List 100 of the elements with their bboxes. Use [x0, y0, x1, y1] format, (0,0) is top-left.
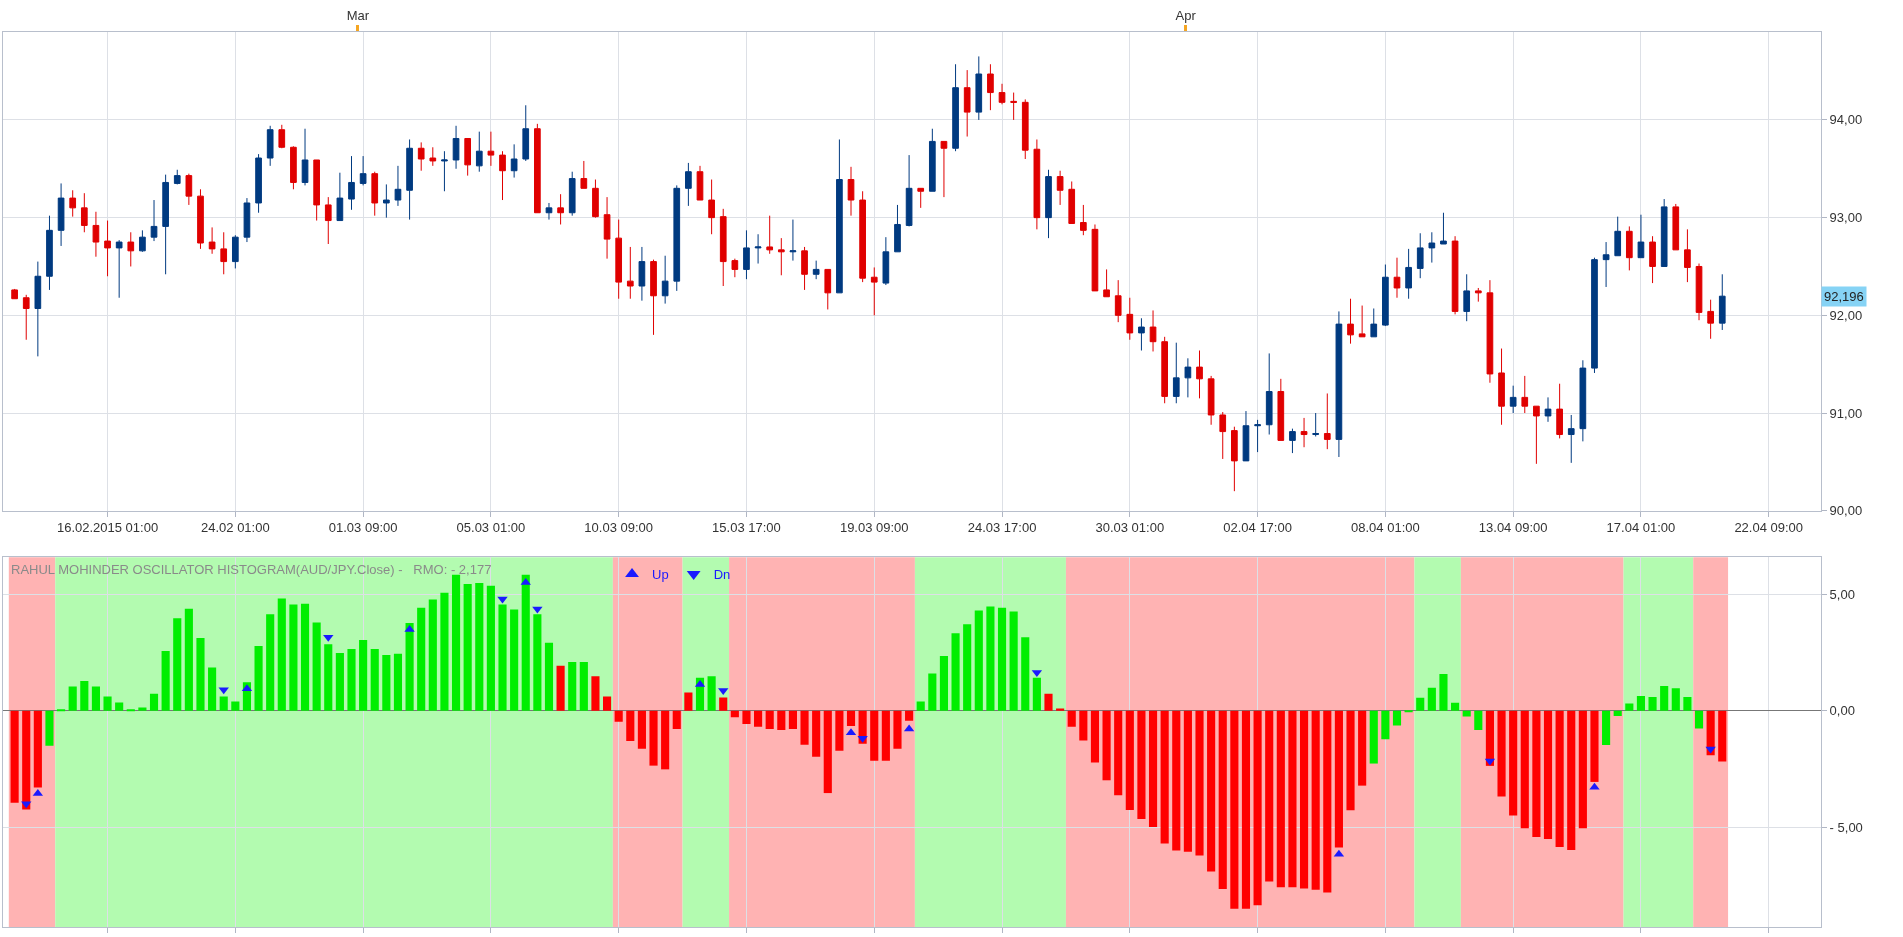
bar: [184, 608, 193, 711]
x-tick-label: 15.03 17:00: [712, 520, 781, 536]
candlestick: [104, 220, 111, 277]
candlestick: [545, 202, 553, 221]
bar: [1369, 710, 1378, 764]
candlestick: [1010, 92, 1017, 121]
candlestick: [1242, 410, 1250, 462]
bar: [1439, 674, 1448, 711]
candlestick: [661, 255, 669, 305]
bar: [1207, 710, 1216, 872]
bar: [1520, 710, 1529, 829]
candlestick: [638, 246, 646, 302]
bar: [928, 673, 937, 711]
candlestick: [499, 150, 506, 201]
bar: [1451, 702, 1460, 711]
bar: [1590, 710, 1599, 782]
candlestick: [313, 159, 320, 222]
bar: [312, 622, 321, 711]
candlestick: [1068, 180, 1076, 224]
candlestick: [789, 219, 797, 262]
candlestick: [57, 182, 65, 247]
bar: [486, 585, 495, 711]
bar: [335, 653, 344, 711]
candlestick: [348, 155, 355, 211]
candlestick: [1625, 225, 1633, 271]
candlestick: [580, 160, 588, 189]
bar: [1427, 687, 1436, 711]
x-tick-label: 17.04 01:00: [1606, 520, 1676, 536]
candlestick: [1672, 203, 1680, 251]
bar: [1090, 710, 1100, 763]
bar: [1694, 710, 1704, 729]
bar: [591, 676, 600, 711]
bar: [521, 574, 530, 711]
bar: [1032, 677, 1041, 711]
bar: [777, 710, 786, 731]
candlestick: [1370, 307, 1378, 338]
bar: [1148, 710, 1158, 828]
bar: [277, 598, 286, 711]
candlestick: [766, 215, 774, 255]
bar: [1509, 710, 1518, 816]
bar: [533, 614, 542, 711]
candlestick: [1707, 299, 1714, 340]
candlestick: [1614, 216, 1622, 257]
candlestick: [522, 104, 530, 162]
bar: [1555, 710, 1564, 848]
bar: [1114, 710, 1123, 796]
bar: [1404, 710, 1413, 713]
bar: [231, 701, 240, 711]
candlestick: [1219, 411, 1227, 460]
candlestick: [231, 234, 239, 269]
bar: [1567, 710, 1576, 851]
bar: [498, 604, 507, 711]
bar: [1009, 611, 1018, 711]
bar: [1497, 710, 1506, 797]
bar: [1358, 710, 1367, 786]
bar: [393, 653, 403, 711]
bar: [1056, 708, 1065, 711]
bar: [1276, 710, 1285, 888]
candlestick: [278, 124, 286, 149]
candlestick: [1451, 235, 1459, 315]
candlestick: [220, 231, 228, 275]
candlestick: [150, 199, 158, 242]
bar: [788, 710, 797, 729]
bar: [45, 710, 54, 746]
bar: [1543, 710, 1553, 840]
y-tick-label: 93,00: [1829, 210, 1863, 226]
bar: [1578, 710, 1587, 829]
bar: [219, 696, 228, 711]
bar: [475, 582, 484, 711]
bar: [997, 607, 1007, 711]
candlestick: [429, 146, 437, 167]
candlestick: [371, 171, 379, 217]
candlestick: [336, 172, 344, 222]
candlestick: [1637, 214, 1645, 259]
candlestick: [173, 169, 181, 185]
bar: [1183, 710, 1192, 852]
candlestick: [568, 171, 576, 217]
candlestick: [754, 233, 762, 265]
x-tick-label: 30.03 01:00: [1095, 520, 1165, 536]
candlestick: [1544, 396, 1552, 423]
candlestick: [708, 179, 715, 235]
point: [497, 596, 508, 604]
y-tick-label: 90,00: [1829, 503, 1863, 519]
candlestick: [1405, 248, 1412, 300]
point: [1705, 746, 1716, 754]
candlestick: [534, 123, 541, 214]
bar: [405, 623, 414, 711]
y-tick-label: 92,00: [1829, 307, 1863, 323]
candlestick: [987, 63, 994, 111]
candlestick: [115, 239, 123, 299]
bar: [870, 710, 879, 761]
bar: [1602, 710, 1611, 745]
candlestick: [1138, 317, 1145, 351]
candlestick: [824, 268, 832, 310]
candlestick: [1335, 310, 1343, 458]
candlestick: [1567, 414, 1575, 464]
bar: [1299, 710, 1309, 889]
bar: [1218, 710, 1227, 890]
bar: [614, 710, 623, 722]
bar: [1532, 710, 1541, 838]
